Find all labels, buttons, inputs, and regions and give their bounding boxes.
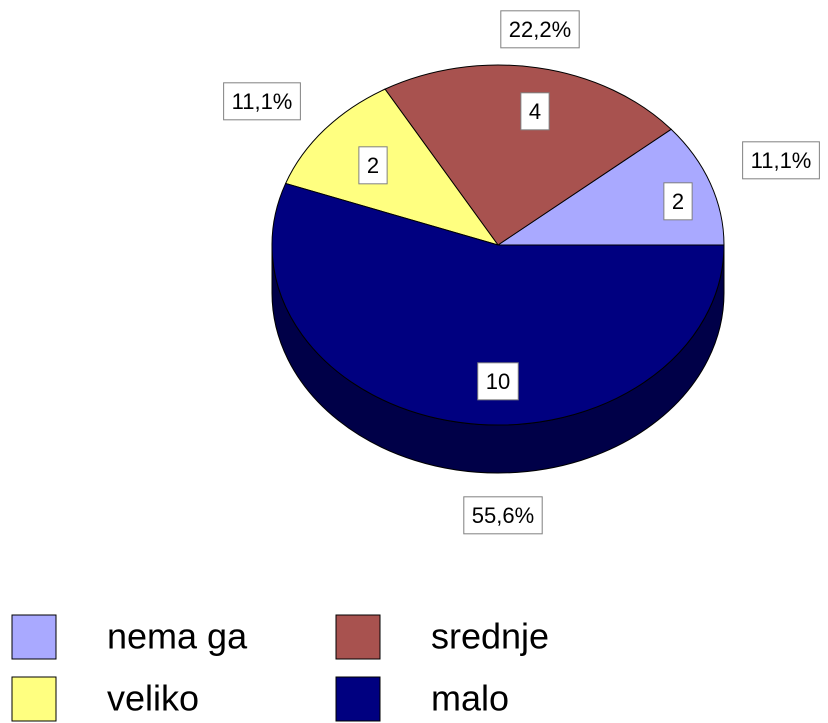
legend-label: veliko <box>107 678 199 719</box>
legend-label: nema ga <box>107 616 248 657</box>
value-label-text: 4 <box>529 99 541 124</box>
legend-swatch <box>11 614 57 660</box>
percent-label-box <box>463 496 543 535</box>
percent-label: 55,6% <box>463 496 543 535</box>
percent-label-box <box>742 141 820 180</box>
percent-label-text: 11,1% <box>751 148 812 173</box>
value-label-text: 2 <box>672 189 684 214</box>
value-label-box <box>663 182 693 221</box>
legend-swatch <box>335 614 381 660</box>
percent-label-text: 55,6% <box>472 503 534 528</box>
value-label: 2 <box>663 182 693 221</box>
legend-swatch <box>11 676 57 722</box>
percent-label: 11,1% <box>742 141 820 180</box>
pie-slice <box>284 88 500 246</box>
value-label-box <box>477 362 519 401</box>
legend-label: malo <box>431 678 509 719</box>
value-label-text: 2 <box>367 153 379 178</box>
percent-label-box <box>500 10 580 49</box>
value-label-text: 10 <box>486 369 510 394</box>
value-label: 10 <box>477 362 519 401</box>
percent-label-box <box>223 82 301 121</box>
legend-swatch <box>335 676 381 722</box>
value-label: 4 <box>520 92 550 131</box>
legend-label: srednje <box>431 616 549 657</box>
value-label: 2 <box>358 146 388 185</box>
percent-label: 22,2% <box>500 10 580 49</box>
pie-slice <box>271 182 725 426</box>
value-label-box <box>520 92 550 131</box>
pie-slice <box>384 64 672 246</box>
percent-label-text: 22,2% <box>509 17 571 42</box>
percent-label-text: 11,1% <box>232 89 293 114</box>
percent-label: 11,1% <box>223 82 301 121</box>
value-label-box <box>358 146 388 185</box>
